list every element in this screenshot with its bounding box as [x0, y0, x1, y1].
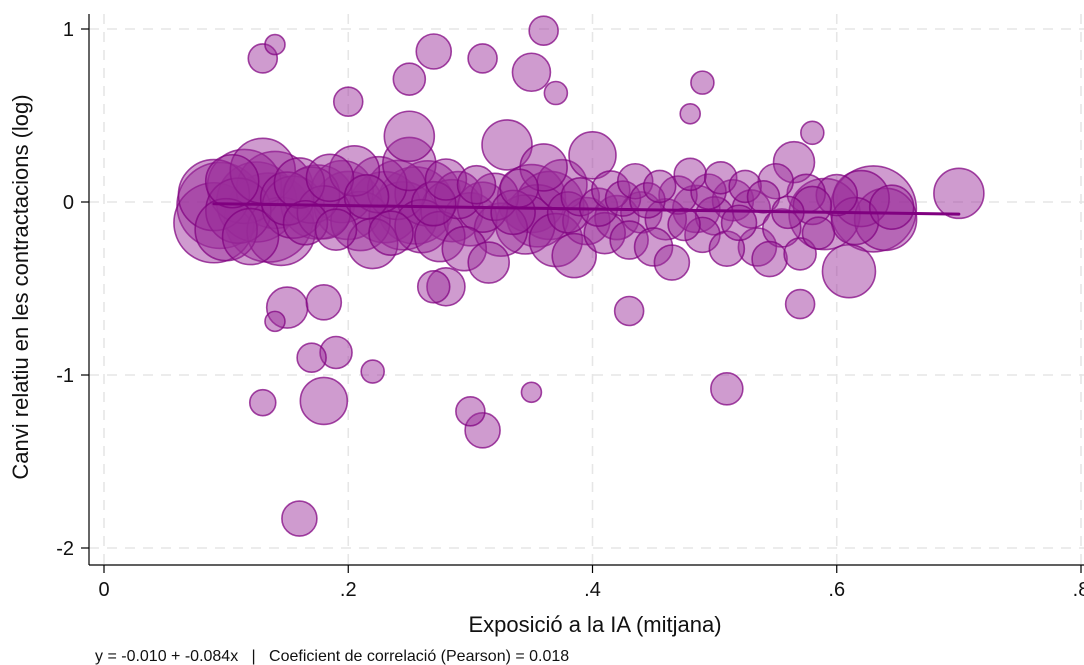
x-tick-label: .6	[828, 579, 845, 601]
scatter-point	[633, 227, 674, 267]
scatter-point	[933, 167, 985, 220]
scatter-point	[658, 175, 698, 215]
scatter-point	[264, 33, 286, 56]
scatter-point	[455, 396, 486, 427]
scatter-point	[416, 269, 451, 304]
scatter-point	[728, 169, 762, 204]
scatter-point	[426, 266, 466, 307]
scatter-point	[684, 216, 721, 254]
scatter-point	[528, 15, 559, 47]
scatter-point	[551, 232, 597, 279]
points-layer	[173, 15, 985, 537]
scatter-point	[441, 225, 488, 272]
scatter-point	[784, 288, 816, 320]
scatter-point	[305, 153, 355, 203]
scatter-point	[499, 168, 540, 208]
scatter-point	[415, 33, 453, 70]
fit-line	[212, 202, 961, 216]
scatter-point	[772, 140, 816, 184]
scatter-point	[830, 196, 880, 246]
scatter-point	[720, 204, 758, 242]
scatter-point	[319, 335, 353, 370]
scatter-point	[613, 295, 645, 327]
scatter-point	[821, 243, 877, 299]
scatter-point	[868, 184, 915, 230]
scatter-point	[815, 173, 859, 217]
scatter-point	[731, 189, 772, 229]
scatter-point	[467, 241, 510, 284]
scatter-point	[360, 359, 385, 384]
scatter-point	[568, 130, 617, 180]
grid-layer	[89, 14, 1084, 565]
x-axis-title: Exposició a la IA (mitjana)	[468, 612, 721, 637]
scatter-point	[247, 43, 279, 74]
scatter-point	[792, 185, 833, 226]
fit-layer	[212, 202, 961, 216]
scatter-point	[467, 43, 498, 74]
scatter-point	[490, 189, 536, 236]
scatter-point	[410, 180, 457, 227]
x-tick-label: .4	[584, 579, 601, 601]
scatter-point	[194, 197, 258, 262]
scatter-point	[382, 136, 437, 192]
scatter-point	[690, 173, 727, 210]
scatter-point	[583, 211, 627, 255]
scatter-point	[343, 174, 390, 220]
scatter-point	[801, 216, 836, 250]
scatter-point	[392, 62, 427, 96]
labels-layer: Exposició a la IA (mitjana) Canvi relati…	[8, 94, 722, 665]
scatter-point	[511, 52, 552, 93]
y-tick-label: -1	[56, 365, 74, 387]
scatter-point	[314, 208, 358, 251]
scatter-point	[424, 158, 468, 201]
scatter-point	[642, 169, 677, 204]
scatter-point	[296, 342, 327, 374]
scatter-point	[690, 70, 715, 95]
scatter-point	[204, 153, 260, 209]
scatter-point	[519, 143, 568, 192]
scatter-point	[456, 164, 497, 205]
scatter-point	[281, 500, 318, 537]
scatter-point	[273, 157, 326, 209]
scatter-point	[464, 412, 501, 449]
scatter-point	[383, 110, 436, 163]
y-axis-title: Canvi relatiu en les contractacions (log…	[8, 94, 33, 479]
x-tick-label: .8	[1073, 579, 1084, 601]
scatter-point	[751, 240, 788, 278]
scatter-point	[667, 207, 701, 242]
y-tick-label: -2	[56, 538, 74, 560]
scatter-point	[221, 207, 280, 266]
scatter-point	[264, 310, 286, 333]
scatter-point	[710, 372, 744, 406]
scatter-point	[481, 119, 533, 171]
x-tick-label: 0	[98, 579, 109, 601]
scatter-point	[332, 86, 364, 117]
scatter-point	[609, 220, 649, 260]
scatter-point	[299, 376, 349, 426]
y-tick-label: 1	[63, 19, 74, 41]
scatter-point	[349, 155, 408, 214]
scatter-point	[800, 120, 825, 146]
scatter-point	[673, 157, 708, 192]
axes-layer: 0 .2 .4 .6 .8 1 0 -1 -2	[56, 14, 1084, 601]
regression-note: y = -0.010 + -0.084x | Coeficient de cor…	[95, 648, 569, 665]
scatter-point	[248, 388, 277, 417]
scatter-point	[368, 210, 414, 256]
y-tick-label: 0	[63, 192, 74, 214]
scatter-point	[560, 177, 601, 217]
scatter-point	[305, 284, 343, 321]
scatter-point	[679, 102, 702, 125]
scatter-point	[520, 381, 543, 404]
scatter-point	[653, 244, 691, 281]
x-tick-label: .2	[340, 579, 357, 601]
scatter-point	[543, 80, 569, 106]
